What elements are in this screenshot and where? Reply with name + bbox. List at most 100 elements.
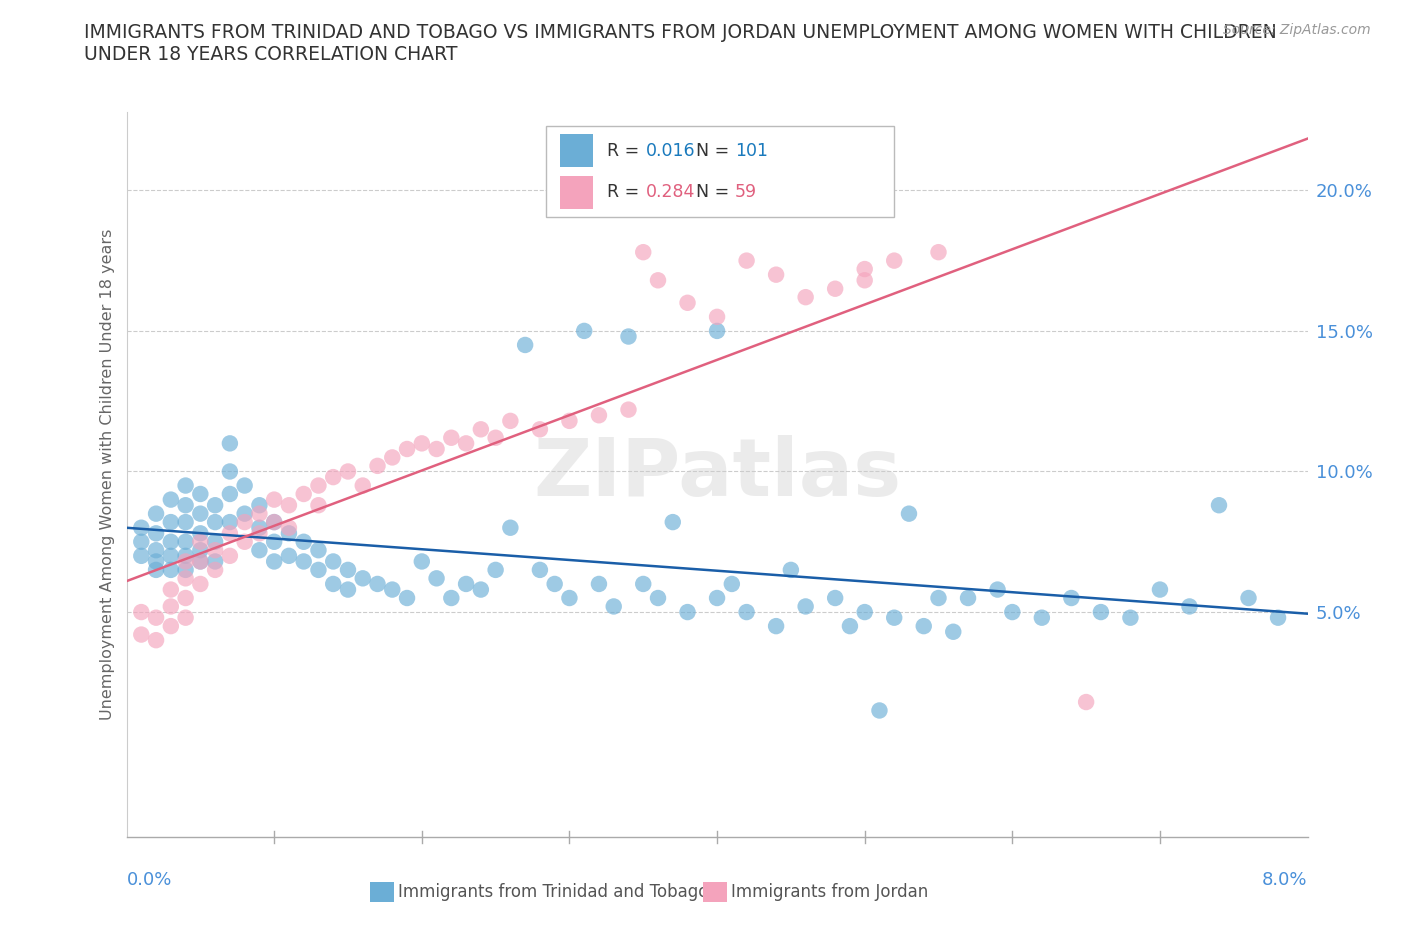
Point — [440, 431, 463, 445]
Text: R =: R = — [607, 141, 645, 160]
Point — [322, 470, 344, 485]
Point — [278, 525, 301, 540]
Point — [352, 571, 374, 586]
Point — [233, 535, 256, 550]
Point — [588, 577, 610, 591]
Point — [1060, 591, 1083, 605]
Point — [411, 554, 433, 569]
Point — [839, 618, 862, 633]
Point — [263, 514, 285, 529]
Point — [721, 577, 744, 591]
Point — [160, 582, 183, 597]
Point — [396, 442, 419, 457]
Point — [987, 582, 1010, 597]
Point — [853, 272, 876, 287]
Point — [263, 535, 285, 550]
Point — [188, 543, 212, 558]
Point — [574, 324, 596, 339]
Point — [204, 563, 226, 578]
Point — [188, 525, 212, 540]
FancyBboxPatch shape — [546, 126, 894, 217]
Text: 0.0%: 0.0% — [127, 870, 172, 889]
Point — [824, 281, 846, 296]
Point — [292, 554, 315, 569]
Text: 101: 101 — [735, 141, 768, 160]
Point — [174, 571, 197, 586]
Point — [307, 563, 329, 578]
Point — [145, 525, 167, 540]
Point — [337, 464, 360, 479]
Point — [219, 464, 242, 479]
Text: IMMIGRANTS FROM TRINIDAD AND TOBAGO VS IMMIGRANTS FROM JORDAN UNEMPLOYMENT AMONG: IMMIGRANTS FROM TRINIDAD AND TOBAGO VS I… — [84, 23, 1277, 42]
Point — [1119, 610, 1142, 625]
Point — [145, 543, 167, 558]
Point — [661, 514, 683, 529]
Point — [129, 535, 153, 550]
Point — [219, 486, 242, 501]
Point — [396, 591, 419, 605]
Point — [1090, 604, 1112, 619]
Point — [529, 422, 551, 437]
FancyBboxPatch shape — [560, 176, 593, 208]
Point — [129, 604, 153, 619]
Point — [381, 582, 404, 597]
Point — [499, 520, 522, 535]
Point — [219, 525, 242, 540]
Point — [942, 624, 965, 639]
Point — [204, 514, 226, 529]
Point — [869, 703, 891, 718]
Point — [676, 604, 699, 619]
Point — [204, 543, 226, 558]
Point — [484, 563, 508, 578]
Point — [426, 571, 449, 586]
Point — [928, 591, 950, 605]
Point — [883, 253, 905, 268]
Point — [174, 514, 197, 529]
Point — [145, 632, 167, 647]
Point — [145, 563, 167, 578]
Point — [249, 498, 271, 512]
Point — [233, 506, 256, 521]
Point — [735, 604, 758, 619]
Text: 59: 59 — [735, 183, 756, 201]
Point — [676, 296, 699, 311]
Text: UNDER 18 YEARS CORRELATION CHART: UNDER 18 YEARS CORRELATION CHART — [84, 45, 458, 63]
Point — [278, 549, 301, 564]
Point — [1178, 599, 1201, 614]
Point — [706, 324, 728, 339]
Point — [160, 563, 183, 578]
Point — [484, 431, 508, 445]
Point — [1031, 610, 1053, 625]
Point — [160, 535, 183, 550]
Point — [765, 618, 787, 633]
Point — [794, 599, 817, 614]
Point — [188, 577, 212, 591]
Point — [174, 554, 197, 569]
Point — [219, 549, 242, 564]
Text: 8.0%: 8.0% — [1263, 870, 1308, 889]
Point — [174, 563, 197, 578]
Point — [558, 414, 581, 429]
Point — [160, 514, 183, 529]
Point — [219, 514, 242, 529]
Point — [129, 549, 153, 564]
Point — [307, 498, 329, 512]
Point — [883, 610, 905, 625]
Point — [1208, 498, 1230, 512]
Point — [1149, 582, 1171, 597]
Point — [470, 422, 492, 437]
Point — [735, 253, 758, 268]
Point — [1001, 604, 1024, 619]
Point — [129, 520, 153, 535]
Point — [249, 525, 271, 540]
Point — [617, 402, 640, 417]
Point — [558, 591, 581, 605]
Point — [440, 591, 463, 605]
Point — [515, 338, 537, 352]
Text: Source: ZipAtlas.com: Source: ZipAtlas.com — [1223, 23, 1371, 37]
Point — [188, 535, 212, 550]
FancyBboxPatch shape — [560, 134, 593, 166]
Point — [928, 245, 950, 259]
Point — [249, 520, 271, 535]
Point — [706, 591, 728, 605]
